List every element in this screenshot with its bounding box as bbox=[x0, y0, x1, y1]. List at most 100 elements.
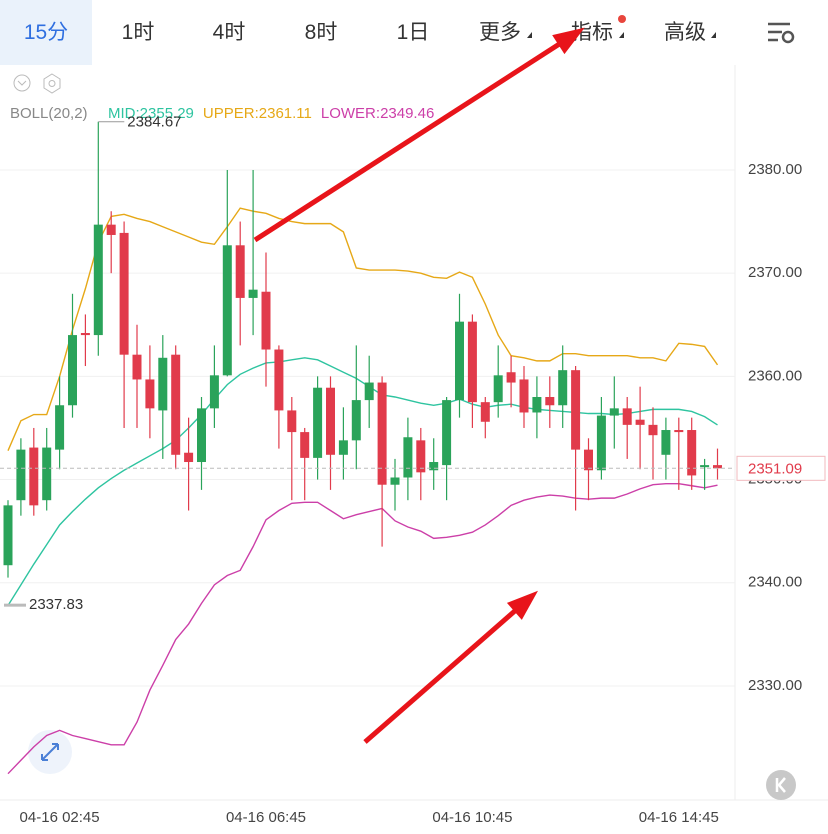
candle-body bbox=[545, 396, 555, 406]
candle-body bbox=[184, 452, 194, 463]
candle-body bbox=[403, 437, 413, 478]
candle-body bbox=[197, 408, 206, 463]
annotation-arrow bbox=[253, 29, 580, 243]
candle-body bbox=[119, 232, 129, 355]
dropdown-arrow bbox=[619, 32, 624, 38]
candle-body bbox=[158, 357, 168, 411]
boll-line bbox=[7, 207, 719, 451]
candle-body bbox=[648, 424, 658, 436]
candle-body bbox=[235, 245, 245, 298]
candle-body bbox=[480, 402, 490, 422]
legend-entry: LOWER:2349.46 bbox=[321, 105, 434, 122]
tab[interactable]: 1日 bbox=[396, 21, 430, 44]
candle-body bbox=[506, 372, 516, 383]
candle-body bbox=[287, 410, 297, 433]
candle-body bbox=[429, 462, 439, 471]
candle-body bbox=[609, 408, 619, 416]
tab[interactable]: 8时 bbox=[304, 21, 338, 44]
candle-body bbox=[68, 335, 77, 406]
boll-line bbox=[7, 482, 718, 775]
boll-line bbox=[7, 357, 718, 606]
min-marker-line bbox=[4, 603, 26, 607]
annotation-arrowhead bbox=[552, 27, 585, 55]
candle-body bbox=[326, 387, 335, 455]
candle-body bbox=[261, 291, 271, 350]
dropdown-arrow bbox=[711, 32, 716, 38]
candle-body bbox=[455, 321, 464, 401]
current-price-label: 2351.09 bbox=[748, 460, 802, 477]
tab[interactable]: 高级 bbox=[664, 21, 706, 44]
candle-body bbox=[558, 370, 568, 406]
legend-value: 2349.46 bbox=[380, 105, 434, 122]
collapse-icon[interactable] bbox=[13, 74, 31, 92]
candle-body bbox=[532, 396, 542, 413]
candle-body bbox=[300, 432, 310, 458]
scroll-latest-button[interactable] bbox=[766, 770, 796, 800]
max-marker-label: 2384.67 bbox=[127, 114, 181, 131]
candle-body bbox=[55, 405, 65, 450]
dropdown-arrow bbox=[527, 32, 532, 38]
candle-body bbox=[248, 289, 258, 298]
tab[interactable]: 1时 bbox=[121, 21, 155, 44]
tab[interactable]: 指标 bbox=[571, 21, 613, 44]
current-price-box bbox=[736, 455, 826, 481]
candle-body bbox=[571, 370, 581, 450]
legend-name: LOWER: bbox=[321, 105, 380, 122]
candle-body bbox=[338, 440, 348, 455]
candle-body bbox=[700, 465, 710, 468]
y-tick-label: 2340.00 bbox=[748, 574, 802, 591]
settings-hex[interactable] bbox=[43, 73, 61, 94]
candle-body bbox=[16, 449, 26, 501]
collapse-icon bbox=[17, 80, 27, 86]
candle-body bbox=[635, 419, 645, 425]
candle-body bbox=[442, 400, 452, 466]
candle-body bbox=[171, 354, 181, 455]
annotation-arrow bbox=[363, 594, 534, 744]
y-tick-label: 2330.00 bbox=[748, 677, 802, 694]
y-tick-label: 2370.00 bbox=[748, 264, 802, 281]
legend-entry: UPPER:2361.11 bbox=[203, 105, 312, 122]
candle-body bbox=[364, 382, 374, 401]
min-marker-label: 2337.83 bbox=[29, 596, 83, 613]
candle-body bbox=[3, 505, 13, 566]
candle-body bbox=[132, 354, 142, 380]
candle-body bbox=[687, 430, 697, 476]
candle-body bbox=[377, 382, 387, 485]
candle-body bbox=[661, 430, 671, 455]
tab[interactable]: 更多 bbox=[479, 21, 521, 44]
y-tick-label: 2360.00 bbox=[748, 367, 802, 384]
settings-hex bbox=[48, 80, 56, 87]
candle-body bbox=[674, 430, 684, 433]
tab[interactable]: 15分 bbox=[0, 0, 92, 65]
candle-body bbox=[274, 349, 284, 411]
annotation-arrowhead bbox=[506, 590, 539, 620]
candle-body bbox=[145, 379, 155, 409]
y-tick-label: 2380.00 bbox=[748, 161, 802, 178]
candle-body bbox=[209, 375, 219, 409]
candle-body bbox=[519, 379, 529, 413]
expand-icon bbox=[41, 743, 59, 761]
legend-entry: MID:2355.29 bbox=[108, 105, 194, 122]
legend-value: 2355.29 bbox=[140, 105, 194, 122]
candle-body bbox=[390, 477, 400, 485]
candle-body bbox=[29, 447, 39, 506]
x-tick-label: 04-16 02:45 bbox=[20, 809, 100, 826]
indicator-label: BOLL(20,2) bbox=[10, 105, 88, 122]
legend-value: 2361.11 bbox=[259, 105, 312, 122]
candle-body bbox=[596, 415, 606, 471]
candle-body bbox=[467, 321, 477, 403]
candle-body bbox=[80, 333, 90, 336]
candle-body bbox=[222, 245, 232, 376]
legend-name: UPPER: bbox=[203, 105, 259, 122]
legend-name: MID: bbox=[108, 105, 140, 122]
candle-body bbox=[351, 400, 361, 441]
candle-body bbox=[313, 387, 323, 458]
badge-dot bbox=[618, 15, 626, 23]
candle-body bbox=[493, 375, 503, 403]
scroll-latest-icon bbox=[775, 777, 786, 793]
settings-icon[interactable] bbox=[768, 22, 795, 44]
tab[interactable]: 4时 bbox=[212, 21, 246, 44]
candle-body bbox=[106, 224, 116, 235]
